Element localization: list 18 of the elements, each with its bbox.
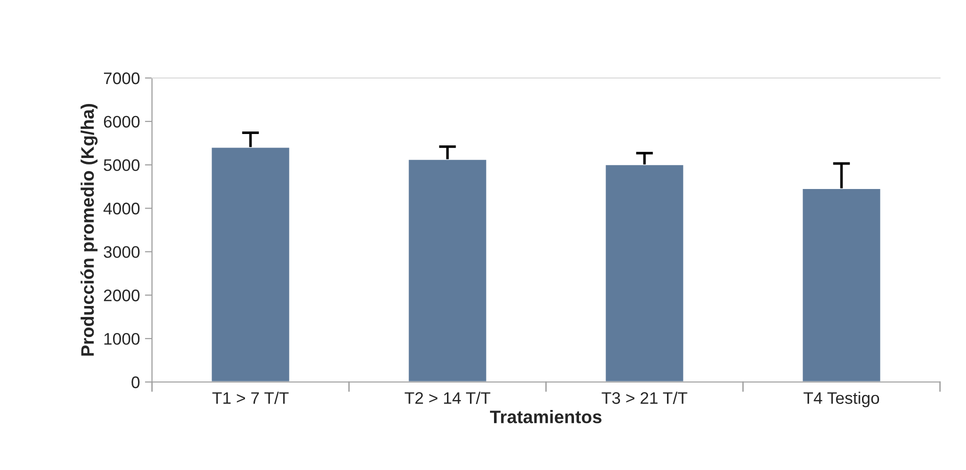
x-tick-label: T4 Testigo bbox=[804, 392, 880, 408]
y-tick-label: 4000 bbox=[104, 202, 140, 214]
x-axis-title: Tratamientos bbox=[490, 410, 602, 424]
y-axis-title: Producción promedio (Kg/ha) bbox=[80, 104, 98, 356]
bar bbox=[801, 188, 882, 382]
y-tick-label: 3000 bbox=[104, 246, 140, 258]
y-tick-label: 0 bbox=[132, 376, 140, 388]
y-tick-label: 1000 bbox=[104, 332, 140, 345]
y-tick-label: 7000 bbox=[104, 72, 140, 84]
y-tick-label: 2000 bbox=[104, 290, 140, 302]
x-tick-label: T2 > 14 T/T bbox=[404, 392, 490, 404]
x-tick-label: T1 > 7 T/T bbox=[212, 392, 289, 404]
bar bbox=[604, 164, 685, 382]
bar bbox=[210, 146, 291, 382]
y-tick-label: 5000 bbox=[104, 159, 140, 172]
x-tick-label: T3 > 21 T/T bbox=[602, 392, 688, 404]
bar bbox=[407, 158, 488, 382]
y-tick-label: 6000 bbox=[104, 116, 140, 128]
